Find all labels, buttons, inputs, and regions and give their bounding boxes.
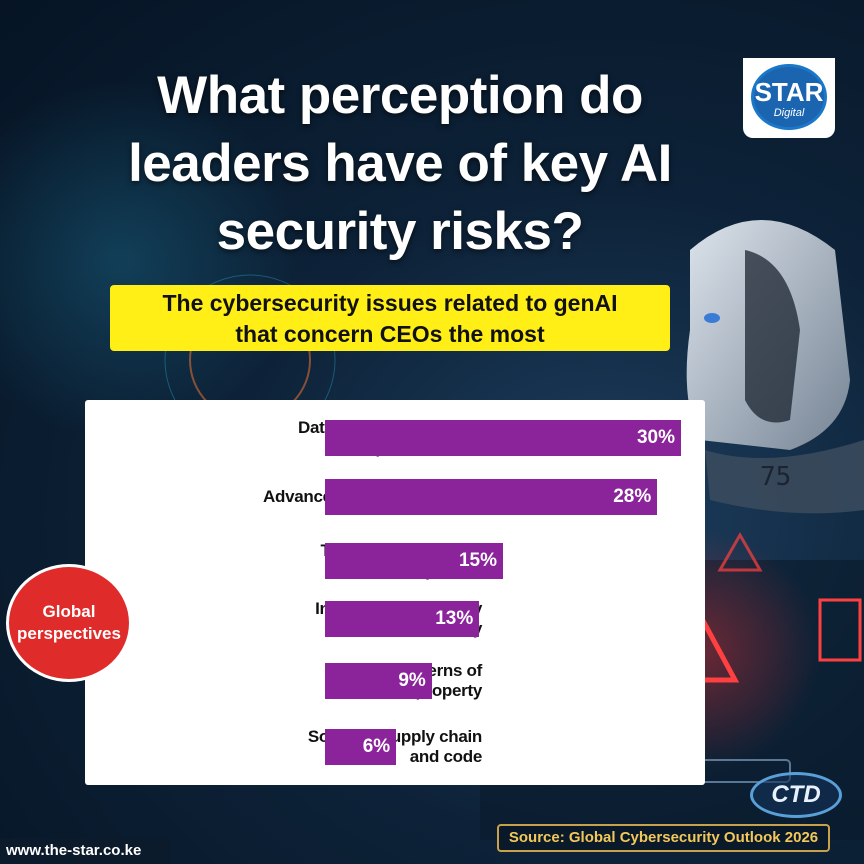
value-label: 9% — [398, 670, 426, 691]
star-digital-logo: STAR Digital — [743, 58, 835, 138]
page-title: What perception do leaders have of key A… — [80, 62, 720, 266]
global-perspectives-badge: Global perspectives — [6, 564, 132, 682]
bar — [325, 601, 480, 637]
value-label: 13% — [435, 608, 474, 629]
category-label-line: and code — [409, 747, 483, 766]
bar — [325, 479, 658, 515]
value-label: 30% — [636, 427, 675, 448]
badge-line-2: perspectives — [17, 624, 121, 643]
title-line-3: security risks? — [216, 202, 584, 261]
logo-name: STAR — [754, 77, 824, 107]
badge-line-1: Global — [42, 602, 96, 621]
chart-subtitle: The cybersecurity issues related to genA… — [110, 285, 670, 351]
subtitle-line-1: The cybersecurity issues related to genA… — [162, 290, 618, 316]
subtitle-line-2: that concern CEOs the most — [235, 321, 545, 347]
title-line-1: What perception do — [157, 66, 643, 125]
bar — [325, 420, 681, 456]
logo-sub: Digital — [773, 107, 805, 119]
ctd-logo: CTD — [750, 772, 842, 818]
source-note: Source: Global Cybersecurity Outlook 202… — [497, 824, 830, 852]
logo-badge: STAR Digital — [751, 64, 827, 130]
bar — [325, 543, 503, 579]
value-label: 15% — [458, 550, 497, 571]
value-label: 28% — [613, 486, 652, 507]
chart-panel — [85, 400, 705, 785]
value-label: 6% — [362, 736, 391, 757]
bar — [325, 663, 432, 699]
bar — [325, 729, 397, 765]
svg-text:75: 75 — [760, 462, 791, 492]
title-line-2: leaders have of key AI — [128, 134, 672, 193]
website-url[interactable]: www.the-star.co.ke — [0, 838, 170, 864]
